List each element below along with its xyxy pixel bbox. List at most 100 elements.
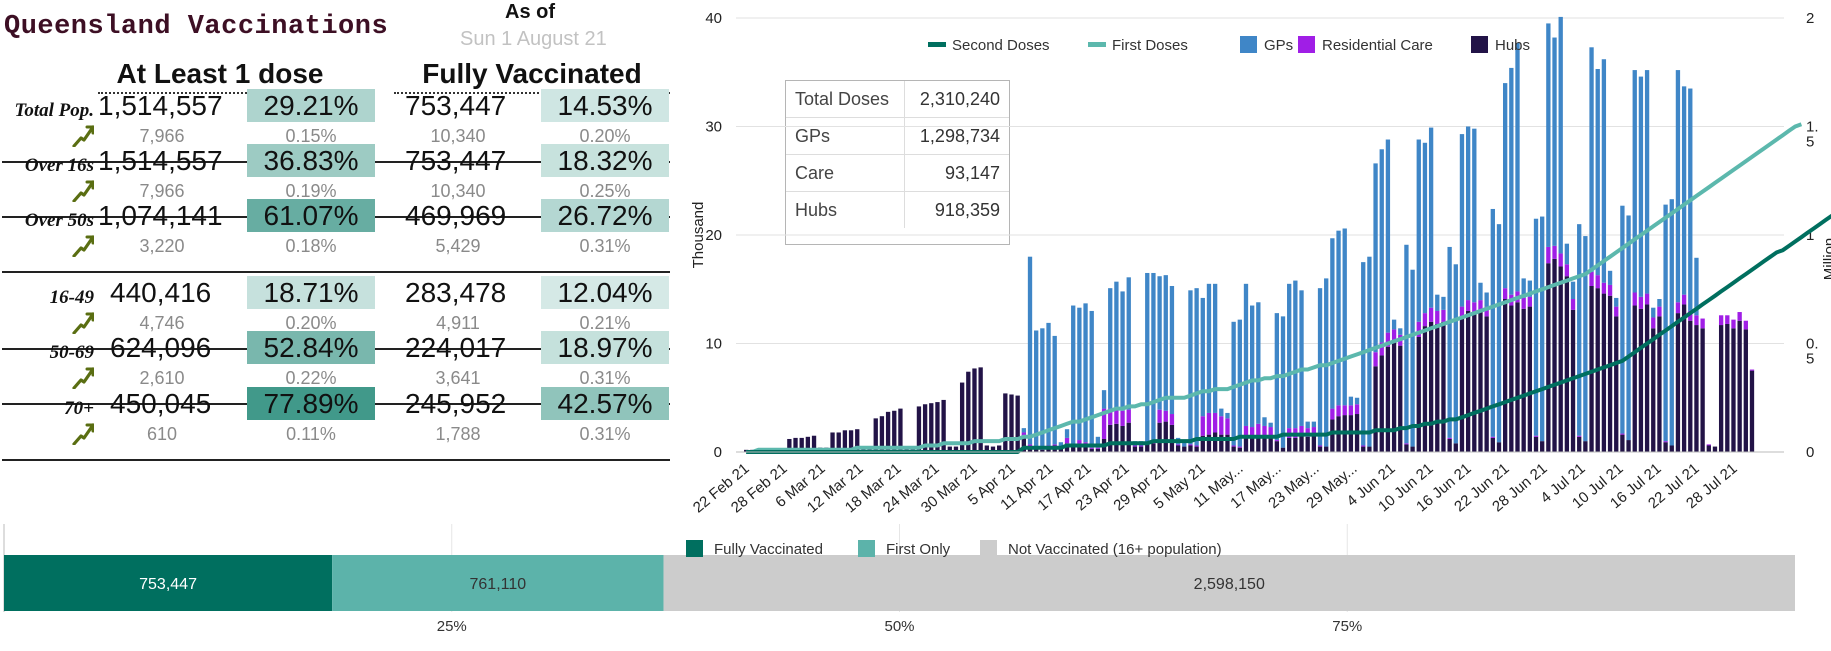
bar-residential-care bbox=[1564, 264, 1570, 277]
y-tick-label: 20 bbox=[705, 227, 722, 244]
fully-daily-change-percent: 0.20% bbox=[579, 126, 631, 146]
bar-hubs bbox=[1404, 444, 1409, 452]
bar-residential-care bbox=[1447, 437, 1452, 439]
bar-hubs bbox=[1163, 421, 1168, 452]
bar-gps bbox=[1379, 149, 1384, 343]
bar-gps bbox=[1478, 282, 1483, 301]
bar-gps bbox=[1108, 288, 1113, 409]
bar-residential-care bbox=[1212, 412, 1218, 433]
bar-hubs bbox=[1546, 263, 1551, 452]
bar-gps bbox=[1182, 441, 1187, 447]
bar-hubs bbox=[1188, 445, 1193, 452]
first-dose-percent: 77.89% bbox=[247, 387, 375, 420]
bar-gps bbox=[1404, 244, 1409, 444]
fully-vaccinated-percent: 14.53% bbox=[541, 89, 669, 122]
bar-gps bbox=[1040, 328, 1045, 449]
bar-gps bbox=[1021, 428, 1027, 433]
bar-residential-care bbox=[1194, 445, 1199, 447]
bar-residential-care bbox=[1132, 445, 1138, 447]
bar-hubs bbox=[1496, 442, 1502, 452]
bar-gps bbox=[1280, 316, 1286, 448]
first-dose-daily-change: 7,966 bbox=[139, 181, 185, 201]
bar-hubs bbox=[1521, 308, 1526, 452]
bar-hubs bbox=[1274, 441, 1280, 452]
bar-hubs bbox=[1095, 448, 1101, 452]
bar-gps bbox=[1348, 396, 1354, 406]
bar-hubs bbox=[1651, 328, 1656, 452]
first-dose-count: 624,096 bbox=[110, 332, 212, 363]
bar-gps bbox=[1410, 269, 1415, 447]
first-dose-count: 450,045 bbox=[110, 388, 212, 419]
bar-hubs bbox=[947, 446, 952, 452]
bar-residential-care bbox=[1305, 428, 1310, 437]
bar-value-label: 753,447 bbox=[139, 576, 197, 593]
bar-hubs bbox=[1533, 436, 1539, 452]
bar-hubs bbox=[1040, 449, 1045, 452]
first-dose-percent: 36.83% bbox=[247, 144, 375, 177]
bar-gps bbox=[1607, 270, 1613, 285]
y2-tick-label: 0. bbox=[1806, 336, 1819, 353]
bar-hubs bbox=[1157, 422, 1162, 452]
row-label: Over 16s bbox=[24, 155, 94, 176]
bar-gps bbox=[1114, 281, 1119, 410]
bar-gps bbox=[1447, 246, 1452, 438]
bar-residential-care bbox=[1379, 342, 1384, 356]
bar-hubs bbox=[1317, 446, 1323, 452]
bar-residential-care bbox=[1336, 405, 1341, 417]
bar-hubs bbox=[1385, 346, 1391, 452]
bar-hubs bbox=[1688, 320, 1693, 452]
bar-hubs bbox=[867, 447, 872, 452]
first-dose-daily-change-percent: 0.15% bbox=[285, 126, 337, 146]
fully-vaccinated-count: 283,478 bbox=[405, 277, 507, 308]
bar-residential-care bbox=[1675, 302, 1681, 314]
legend-label: Fully Vaccinated bbox=[714, 541, 823, 558]
fully-vaccinated-count: 753,447 bbox=[405, 90, 507, 121]
vaccination-status-bar: 25% 50% 75% 753,447 761,110 2,598,150 Fully Va… bbox=[3, 524, 1796, 635]
bar-residential-care bbox=[1108, 408, 1113, 425]
bar-gps bbox=[1484, 292, 1489, 307]
bar-gps bbox=[1101, 390, 1107, 409]
bar-gps bbox=[1034, 330, 1039, 448]
bar-residential-care bbox=[1546, 246, 1551, 264]
bar-hubs bbox=[966, 371, 971, 452]
bar-hubs bbox=[1490, 437, 1495, 452]
bar-gps bbox=[1509, 67, 1514, 295]
as-of-label: As of bbox=[505, 1, 555, 23]
bar-gps bbox=[1373, 163, 1378, 353]
bar-gps bbox=[1330, 238, 1335, 409]
first-dose-percent: 29.21% bbox=[247, 89, 375, 122]
bar-hubs bbox=[1021, 435, 1027, 452]
bar-hubs bbox=[1219, 434, 1224, 452]
bar-residential-care bbox=[1237, 446, 1242, 448]
bar-gps bbox=[1681, 86, 1687, 295]
bar-residential-care bbox=[1570, 299, 1576, 310]
bar-residential-care bbox=[1373, 352, 1378, 367]
bar-gps bbox=[1472, 128, 1477, 303]
bar-hubs bbox=[1712, 446, 1718, 452]
bar-segment bbox=[332, 555, 664, 611]
bar-hubs bbox=[1601, 293, 1607, 452]
dose-totals-tooltip: Total Doses 2,310,240 GPs 1,298,734 Care 93,1… bbox=[785, 80, 1010, 245]
row-label: Over 50s bbox=[24, 210, 94, 231]
bar-gps bbox=[1120, 291, 1125, 411]
bar-gps bbox=[1552, 37, 1557, 246]
y-tick-label: 0 bbox=[714, 444, 722, 461]
legend-label: Hubs bbox=[1495, 37, 1530, 54]
bar-residential-care bbox=[1632, 292, 1637, 306]
bar-hubs bbox=[1657, 316, 1662, 452]
bar-hubs bbox=[1663, 442, 1668, 452]
bar-hubs bbox=[1003, 393, 1008, 452]
first-dose-daily-change: 3,220 bbox=[139, 236, 185, 256]
bar-hubs bbox=[1114, 423, 1119, 452]
bar-residential-care bbox=[1089, 447, 1094, 449]
fully-vaccinated-percent: 18.97% bbox=[541, 331, 669, 364]
bar-hubs bbox=[1287, 437, 1292, 452]
bar-residential-care bbox=[1700, 318, 1705, 329]
bar-hubs bbox=[1305, 436, 1310, 452]
bar-hubs bbox=[1071, 446, 1076, 452]
bar-residential-care bbox=[1422, 313, 1428, 327]
bar-hubs bbox=[1034, 448, 1039, 452]
bar-hubs bbox=[1410, 446, 1415, 452]
tooltip-value: 2,310,240 bbox=[904, 81, 1009, 118]
bar-gps bbox=[1293, 280, 1298, 429]
